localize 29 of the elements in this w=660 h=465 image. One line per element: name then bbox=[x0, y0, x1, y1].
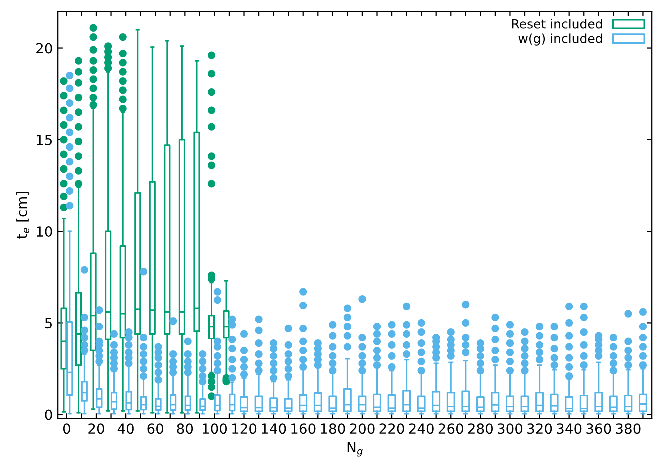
x-tick-label: 240 bbox=[409, 424, 434, 434]
x-tick-label: 100 bbox=[202, 424, 228, 434]
x-tick-label: 40 bbox=[118, 424, 134, 434]
x-tick-label: 120 bbox=[232, 424, 257, 434]
x-tick-label: 20 bbox=[88, 424, 104, 434]
x-tick-label: 340 bbox=[557, 424, 582, 434]
x-tick-label: 200 bbox=[350, 424, 375, 434]
x-tick-label: 320 bbox=[528, 424, 552, 434]
x-tick-label: 140 bbox=[262, 424, 286, 434]
x-tick-label: 380 bbox=[616, 424, 641, 434]
x-tick-label: 0 bbox=[63, 424, 70, 434]
x-tick-label: 260 bbox=[438, 424, 464, 434]
x-tick-label: 80 bbox=[177, 424, 194, 434]
y-tick-label: 20 bbox=[36, 43, 52, 54]
x-tick-label: 220 bbox=[380, 424, 404, 434]
x-tick-label: 360 bbox=[586, 424, 612, 434]
y-tick-label: 0 bbox=[45, 410, 52, 420]
legend-label: Reset included bbox=[512, 19, 602, 29]
x-tick-label: 300 bbox=[498, 424, 523, 434]
y-tick-label: 10 bbox=[37, 226, 52, 238]
x-tick-label: 180 bbox=[321, 424, 346, 434]
y-tick-label: 15 bbox=[37, 135, 52, 146]
y-tick-label: 5 bbox=[45, 318, 52, 329]
x-tick-label: 280 bbox=[468, 424, 494, 434]
x-axis-title: N$_{g}$ bbox=[348, 442, 363, 457]
x-tick-label: 60 bbox=[148, 424, 164, 434]
x-tick-label: 160 bbox=[292, 424, 316, 434]
legend-label: w(g) included bbox=[518, 34, 602, 46]
y-axis-title: t$_{e}$ [cm] bbox=[16, 192, 30, 239]
